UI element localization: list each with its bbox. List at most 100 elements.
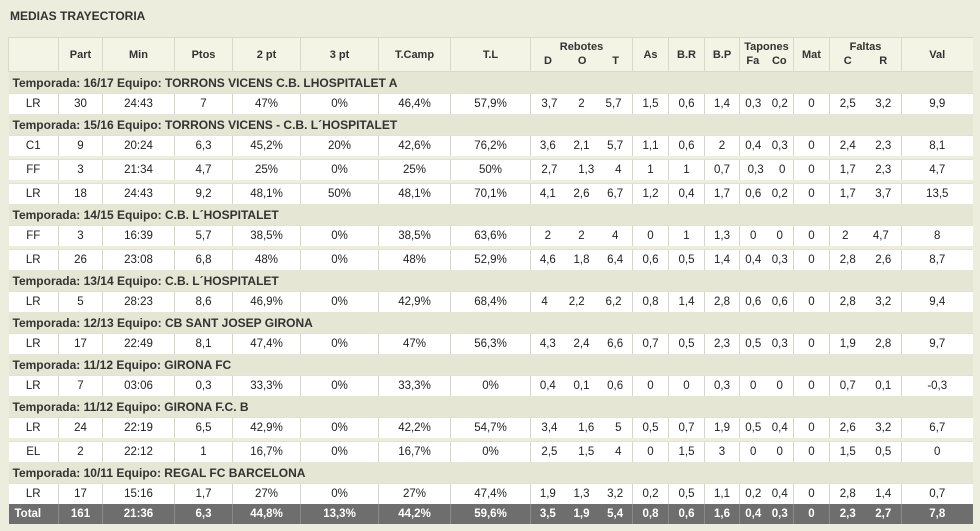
cell-part: 161	[58, 504, 103, 524]
cell-p2: 25%	[232, 159, 301, 180]
cell-part: 24	[58, 417, 103, 438]
cell-rebotes: 4,6 1,8 6,4	[530, 249, 633, 270]
header-tcamp: T.Camp	[378, 37, 451, 72]
cell-min: 22:49	[102, 333, 175, 354]
cell-rebotes: 4,1 2,6 6,7	[530, 183, 633, 204]
cell-min: 21:36	[102, 504, 175, 524]
cell-reb-d: 4,1	[539, 188, 556, 200]
cell-rebotes: 2,5 1,5 4	[530, 441, 633, 462]
cell-fal-c: 2,6	[839, 422, 856, 434]
cell-reb-t: 5,4	[607, 508, 624, 520]
cell-p3: 0%	[300, 375, 379, 396]
cell-bp: 1,9	[704, 417, 740, 438]
header-part: Part	[58, 37, 103, 72]
cell-as: 1	[632, 159, 669, 180]
cell-rebotes: 4,3 2,4 6,6	[530, 333, 633, 354]
header-tap-fa: Fa	[746, 55, 760, 67]
cell-br: 0,5	[668, 249, 705, 270]
cell-competition: LR	[8, 183, 59, 204]
cell-tl: 57,9%	[450, 93, 531, 114]
cell-br: 0	[668, 375, 705, 396]
cell-mat: 0	[793, 504, 830, 524]
cell-reb-o: 1,8	[573, 254, 590, 266]
cell-faltas: 2,6 3,2	[829, 417, 902, 438]
cell-tapones: 0,6 0,2	[739, 183, 794, 204]
cell-reb-o: 0,1	[573, 380, 590, 392]
cell-p3: 0%	[300, 159, 379, 180]
cell-as: 0,6	[632, 249, 669, 270]
cell-as: 1,2	[632, 183, 669, 204]
cell-tcamp: 33,3%	[378, 375, 451, 396]
table-row: LR 30 24:43 7 47% 0% 46,4% 57,9% 3,7 2 5,7 1,5 0,6 1,…	[8, 93, 973, 114]
cell-part: 17	[58, 483, 103, 504]
cell-fal-c: 0,7	[839, 380, 856, 392]
cell-tap-fa: 0,2	[745, 488, 762, 500]
cell-reb-d: 1,9	[539, 488, 556, 500]
cell-competition: EL	[8, 441, 59, 462]
cell-tapones: 0,4 0,3	[739, 135, 794, 156]
header-ptos: Ptos	[174, 37, 233, 72]
cell-bp: 2,3	[704, 333, 740, 354]
cell-tcamp: 44,2%	[378, 504, 451, 524]
cell-tcamp: 46,4%	[378, 93, 451, 114]
cell-reb-t: 5,7	[607, 140, 624, 152]
cell-reb-o: 2	[578, 98, 585, 110]
cell-fal-r: 2,3	[875, 140, 892, 152]
season-header-row: Temporada: 11/12 Equipo: GIRONA FC	[8, 354, 973, 376]
cell-faltas: 1,5 0,5	[829, 441, 902, 462]
cell-tcamp: 48%	[378, 249, 451, 270]
table-row: C1 9 20:24 6,3 45,2% 20% 42,6% 76,2% 3,6 2,1 5,7 1,…	[8, 135, 973, 156]
cell-bp: 1,3	[704, 225, 740, 246]
cell-min: 16:39	[102, 225, 175, 246]
total-row: Total 161 21:36 6,3 44,8% 13,3% 44,2% 59,6% 3,5 1…	[8, 504, 973, 524]
cell-fal-r: 3,7	[875, 188, 892, 200]
cell-tl: 63,6%	[450, 225, 531, 246]
cell-val: 9,7	[901, 333, 973, 354]
cell-mat: 0	[793, 225, 830, 246]
cell-tcamp: 16,7%	[378, 441, 451, 462]
cell-competition: LR	[8, 417, 59, 438]
cell-rebotes: 2 2 4	[530, 225, 633, 246]
cell-part: 7	[58, 375, 103, 396]
row-spacer	[8, 156, 973, 160]
cell-tap-co: 0,3	[771, 338, 788, 350]
cell-rebotes: 3,5 1,9 5,4	[530, 504, 633, 524]
cell-reb-t: 5,7	[605, 98, 622, 110]
cell-tcamp: 42,2%	[378, 417, 451, 438]
cell-tap-co: 0	[776, 380, 783, 392]
cell-br: 0,6	[668, 135, 705, 156]
header-tapones: Tapones Fa Co	[739, 37, 794, 72]
cell-min: 22:12	[102, 441, 175, 462]
cell-tap-fa: 0,4	[745, 140, 762, 152]
cell-bp: 1,4	[704, 93, 740, 114]
cell-p3: 0%	[300, 441, 379, 462]
cell-tapones: 0,3 0,2	[739, 93, 794, 114]
cell-part: 3	[58, 159, 103, 180]
header-fal-r: R	[879, 55, 888, 67]
cell-as: 0,2	[632, 483, 669, 504]
table-row: LR 17 15:16 1,7 27% 0% 27% 47,4% 1,9 1,3 3,2 0,2 0,5…	[8, 483, 973, 504]
cell-p2: 48,1%	[232, 183, 301, 204]
cell-fal-c: 2,8	[839, 254, 856, 266]
season-header-row: Temporada: 16/17 Equipo: TORRONS VICENS …	[8, 71, 973, 94]
cell-competition: LR	[8, 483, 59, 504]
row-spacer-cell	[8, 180, 973, 184]
cell-p2: 33,3%	[232, 375, 301, 396]
cell-mat: 0	[793, 183, 830, 204]
cell-rebotes: 3,6 2,1 5,7	[530, 135, 633, 156]
cell-tap-fa: 0,5	[745, 338, 762, 350]
season-label: Temporada: 10/11 Equipo: REGAL FC BARCEL…	[8, 462, 973, 484]
cell-part: 17	[58, 333, 103, 354]
cell-as: 1,1	[632, 135, 669, 156]
cell-p2: 27%	[232, 483, 301, 504]
season-label: Temporada: 12/13 Equipo: CB SANT JOSEP G…	[8, 312, 973, 334]
cell-rebotes: 0,4 0,1 0,6	[530, 375, 633, 396]
cell-competition: Total	[8, 504, 59, 524]
season-header-row: Temporada: 14/15 Equipo: C.B. L´HOSPITAL…	[8, 204, 973, 226]
cell-tapones: 0,5 0,3	[739, 333, 794, 354]
cell-p3: 0%	[300, 333, 379, 354]
cell-ptos: 1	[174, 441, 233, 462]
header-min: Min	[102, 37, 175, 72]
cell-reb-t: 5	[615, 422, 622, 434]
